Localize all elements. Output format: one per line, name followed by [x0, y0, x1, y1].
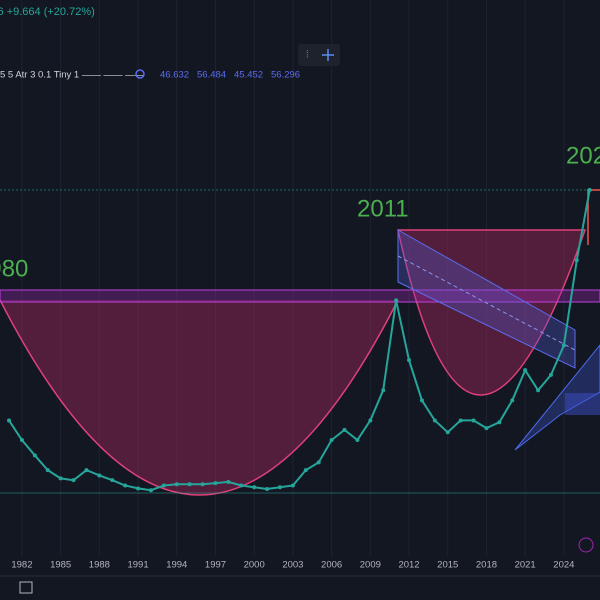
price-point — [174, 482, 179, 487]
price-point — [213, 481, 218, 486]
indicator-value: 56.484 — [197, 70, 226, 81]
price-point — [252, 485, 257, 490]
price-point — [484, 426, 489, 431]
price-point — [355, 437, 360, 442]
indicator-icon[interactable] — [135, 69, 145, 79]
price-point — [58, 476, 63, 481]
price-point — [84, 468, 89, 473]
price-point — [110, 478, 115, 483]
price-point — [342, 427, 347, 432]
price-point — [432, 418, 437, 423]
price-point — [226, 479, 231, 484]
price-point — [407, 358, 412, 363]
price-point — [329, 437, 334, 442]
price-point — [123, 483, 128, 488]
channel — [397, 229, 576, 369]
crosshair-icon[interactable] — [322, 49, 334, 61]
x-tick-label: 1994 — [166, 560, 187, 571]
price-line — [8, 189, 591, 492]
price-point — [148, 488, 153, 493]
footer — [0, 577, 600, 600]
price-point — [7, 418, 12, 423]
x-tick-label: 1985 — [50, 560, 71, 571]
toolbar[interactable] — [298, 44, 340, 66]
price-point — [290, 483, 295, 488]
x-tick-label: 1988 — [89, 560, 110, 571]
price-point — [561, 343, 566, 348]
trend-channel — [514, 344, 600, 451]
channel-mid — [397, 255, 576, 351]
price-point — [187, 482, 192, 487]
x-axis — [0, 556, 600, 574]
price-point — [97, 473, 102, 478]
annotation: 1980 — [0, 255, 28, 282]
x-tick-label: 1982 — [11, 560, 32, 571]
price-point — [136, 486, 141, 491]
replay-icon[interactable] — [578, 537, 594, 553]
price-point — [523, 368, 528, 373]
price-point — [303, 468, 308, 473]
date-range-icon[interactable] — [19, 581, 33, 594]
x-tick-label: 2000 — [244, 560, 265, 571]
drag-handle[interactable]: ⁞ — [306, 50, 309, 61]
x-tick-label: 2012 — [398, 560, 419, 571]
x-tick-label: 1997 — [205, 560, 226, 571]
price-point — [574, 258, 579, 263]
indicator-value: 45.452 — [234, 70, 263, 81]
price-point — [536, 388, 541, 393]
price-point — [45, 468, 50, 473]
cup-arc — [0, 299, 399, 496]
price-point — [497, 420, 502, 425]
price-point — [587, 187, 592, 192]
price-point — [265, 487, 270, 492]
x-tick-label: 2015 — [437, 560, 458, 571]
price-point — [445, 430, 450, 435]
annotation: 2011 — [357, 195, 409, 222]
price-point — [458, 418, 463, 423]
price-point — [71, 478, 76, 483]
price-point — [471, 418, 476, 423]
price-point — [510, 398, 515, 403]
x-tick-label: 2021 — [515, 560, 536, 571]
x-tick-label: 2018 — [476, 560, 497, 571]
price-point — [32, 453, 37, 458]
resistance-band — [0, 289, 600, 303]
price-point — [239, 483, 244, 488]
price-point — [394, 298, 399, 303]
price-point — [278, 485, 282, 490]
price-point — [161, 483, 166, 488]
price-point — [419, 398, 424, 403]
indicator-value: 46.632 — [160, 70, 189, 81]
price-point — [381, 388, 386, 393]
zone — [565, 393, 600, 415]
annotation: 2025 — [566, 142, 600, 169]
indicator-name: 5 5 Atr 3 0.1 Tiny 1 —— —— —— — [0, 70, 145, 81]
x-tick-label: 2009 — [360, 560, 381, 571]
indicator-value: 56.296 — [271, 70, 300, 81]
price-point — [368, 418, 373, 423]
price-point — [19, 437, 24, 442]
x-tick-label: 2006 — [321, 560, 342, 571]
x-tick-label: 2003 — [282, 560, 303, 571]
price-point — [316, 460, 321, 465]
price-point — [548, 372, 553, 377]
x-tick-label: 2024 — [553, 560, 574, 571]
price-point — [200, 482, 205, 487]
x-tick-label: 1991 — [127, 560, 148, 571]
quote: 56.296 +9.664 (+20.72%) — [0, 6, 95, 18]
